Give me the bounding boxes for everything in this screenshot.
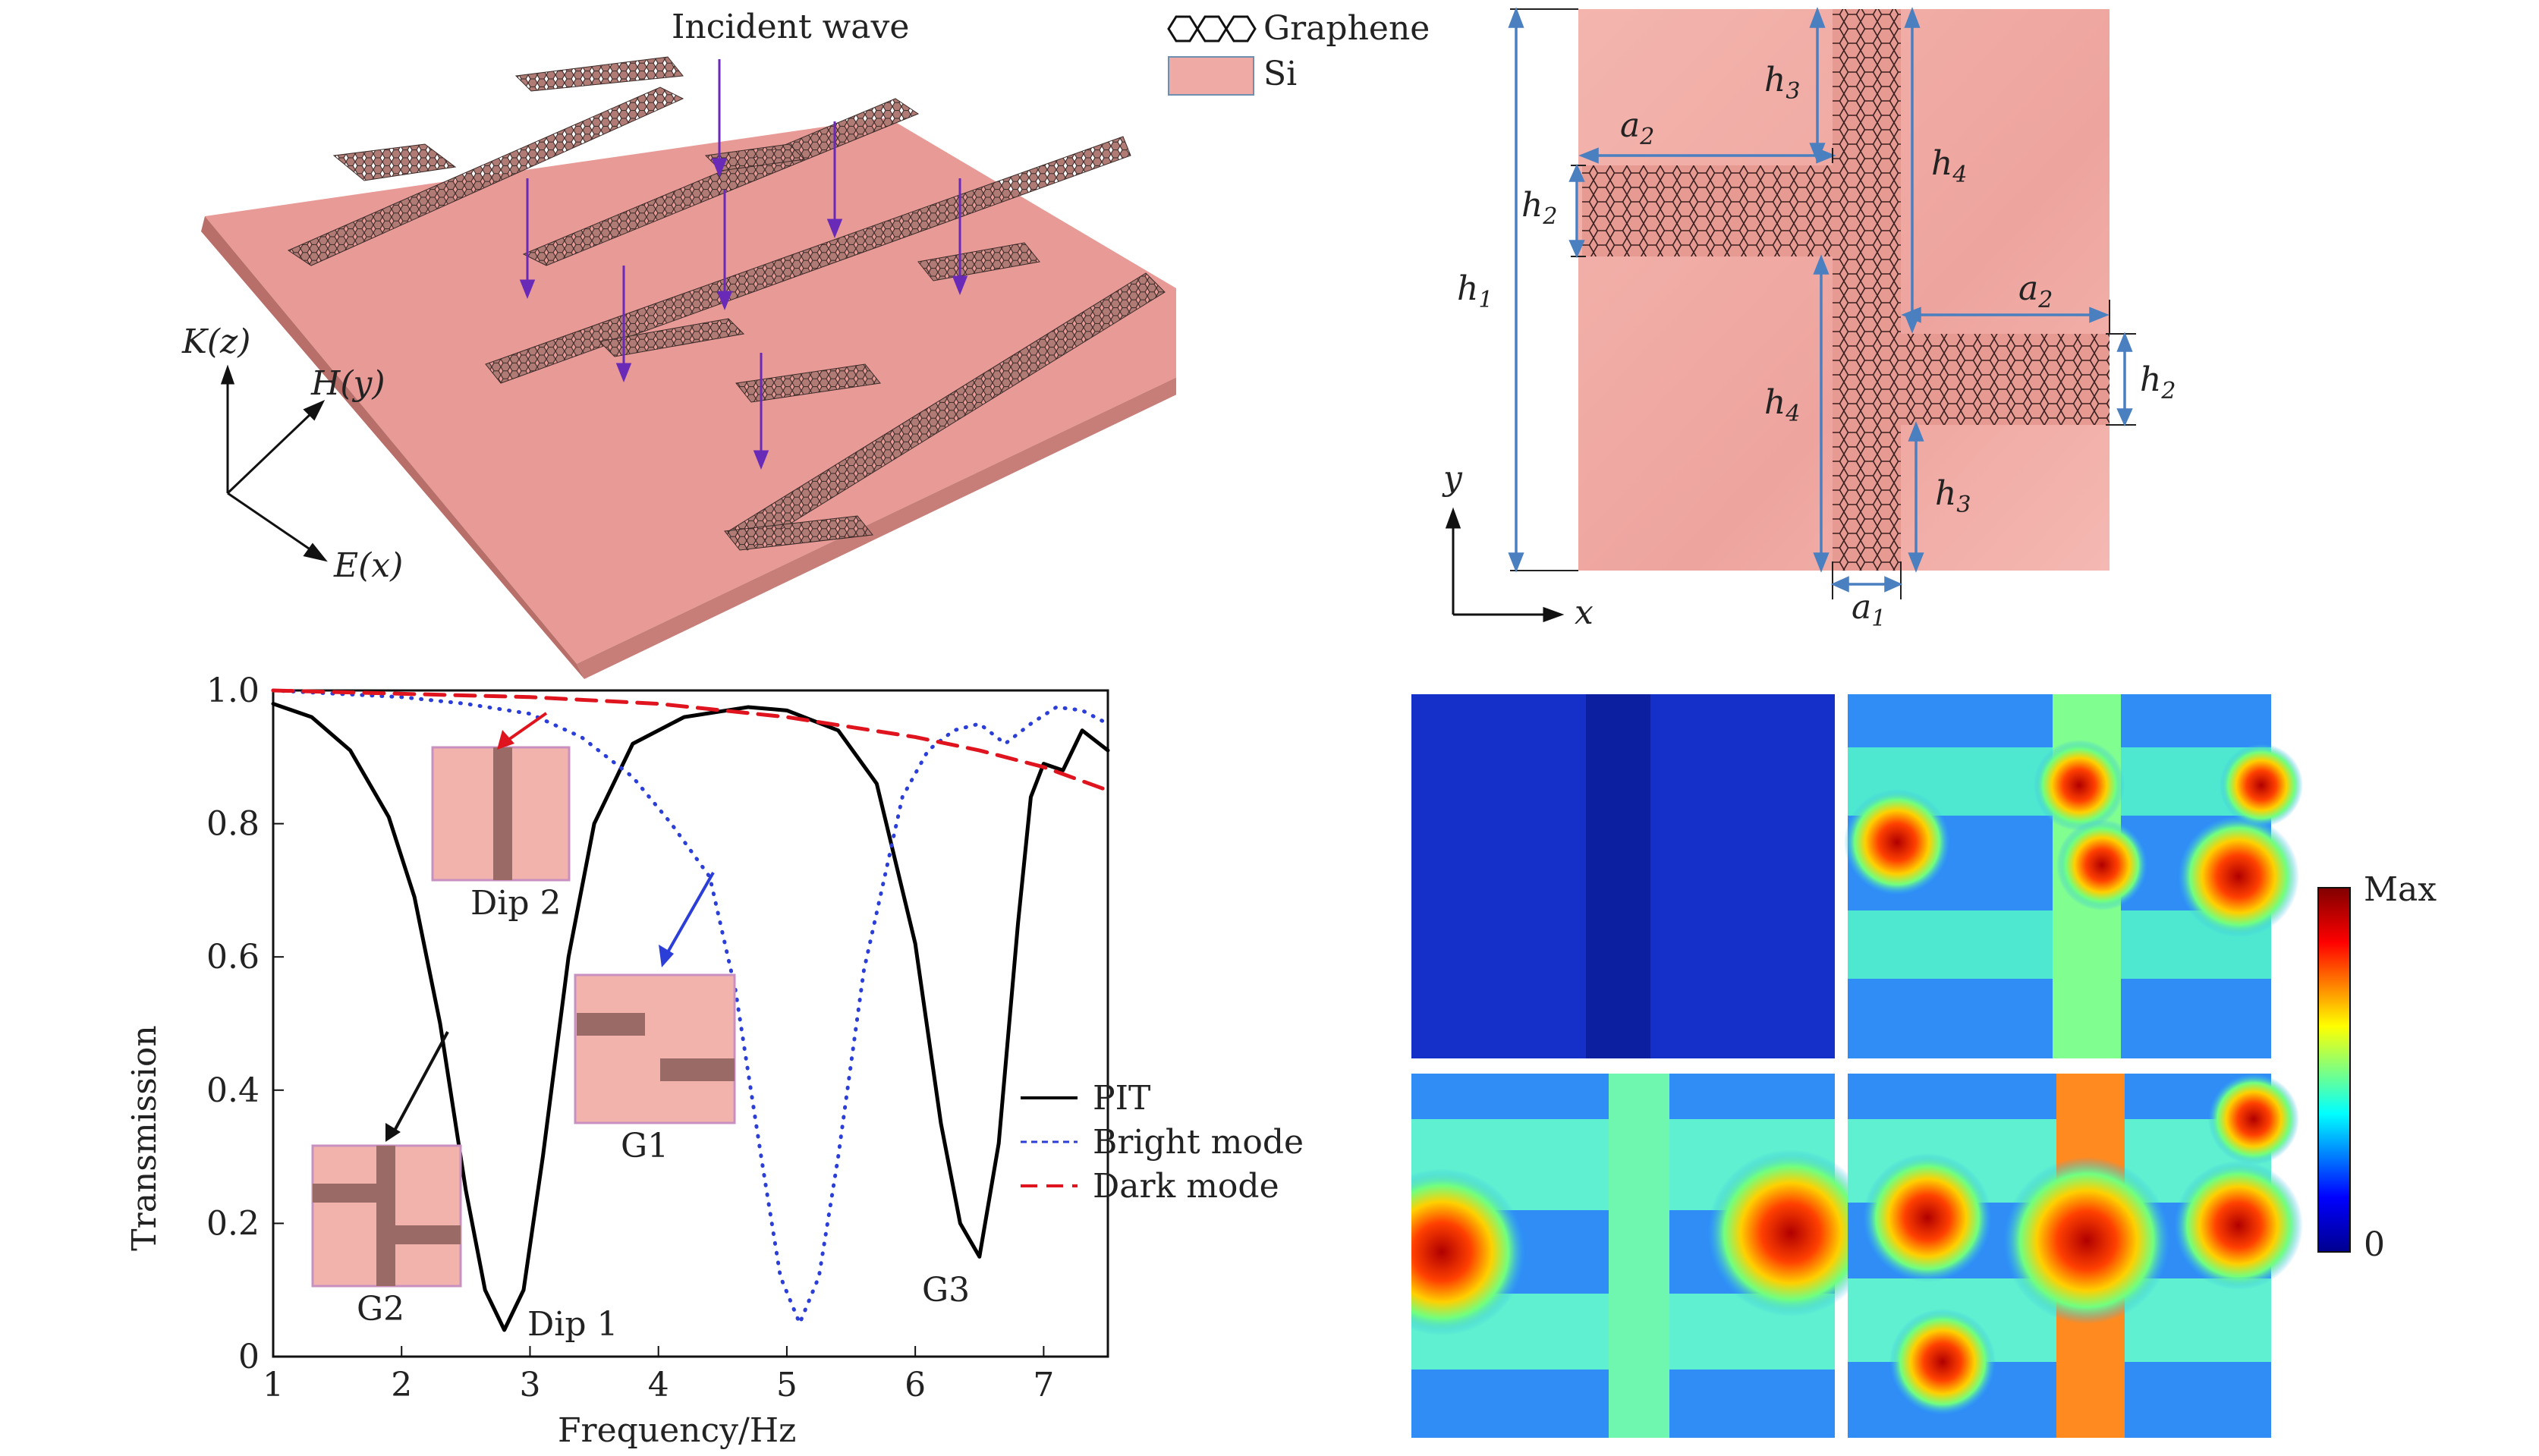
field-map-4 (1848, 1074, 2303, 1438)
panel-unit-cell: h1 h2 a2 h3 h4 a2 h2 h4 h3 a1 y x (1427, 0, 2246, 653)
inset-g3-label: G2 (357, 1290, 404, 1329)
panel-3d-structure: Incident wave K(z) H(y) E(x) (0, 0, 1176, 683)
series-line-dark-mode (271, 688, 1110, 793)
a1-label: a1 (1852, 588, 1886, 632)
x-tick-label: 2 (391, 1366, 412, 1404)
dip1-label: Dip 1 (527, 1305, 618, 1344)
y-tick-label: 0.2 (206, 1204, 260, 1243)
field-map-2 (1844, 694, 2303, 1058)
y-tick-label: 0.6 (206, 938, 260, 976)
h2-right-label: h2 (2140, 360, 2176, 404)
dimension-lines (1508, 7, 2136, 599)
axis-h-label: H(y) (310, 364, 385, 403)
graphene-legend-icon (1167, 15, 1257, 42)
legend-dark: Dark mode (1093, 1167, 1279, 1206)
panel-field-maps: Max 0 (1411, 694, 2437, 1445)
colorbar (2317, 887, 2351, 1253)
material-legend: Graphene Si (1153, 0, 1457, 106)
incident-wave-arrows (519, 59, 968, 470)
y-tick-label: 0 (238, 1338, 260, 1376)
incident-wave-label: Incident wave (672, 8, 909, 46)
axis-k-label: K(z) (181, 322, 250, 361)
series-line-bright-mode (271, 688, 1110, 1325)
series-line-pit (271, 702, 1110, 1332)
si-legend-swatch (1168, 56, 1254, 96)
si-legend-label: Si (1263, 55, 1297, 93)
graphene-patterns (287, 56, 1166, 551)
axis-e-label: E(x) (333, 546, 403, 585)
h2-left-label: h2 (1521, 186, 1557, 230)
a2-top-label: a2 (1620, 106, 1654, 150)
y-tick-label: 1.0 (206, 671, 260, 710)
graphene-cross (1582, 9, 2110, 571)
x-tick-label: 1 (263, 1366, 284, 1404)
si-substrate-slab (201, 118, 1176, 679)
y-axis-letter: y (1442, 459, 1463, 498)
annotation-arrows (385, 712, 715, 1142)
a2-right-label: a2 (2018, 269, 2053, 313)
field-map-3 (1411, 1074, 1874, 1438)
x-tick-label: 3 (519, 1366, 540, 1404)
dip2-label: G3 (922, 1271, 970, 1310)
inset-g2 (574, 973, 736, 1124)
legend-pit: PIT (1093, 1079, 1150, 1118)
x-tick-label: 5 (776, 1366, 798, 1404)
axis-ticks: 1 2 3 4 5 6 7 0 0.2 0.4 0.6 0.8 1.0 (206, 671, 1054, 1404)
inset-g1-label: Dip 2 (470, 884, 562, 923)
inset-g1 (431, 746, 571, 882)
x-axis-letter: x (1575, 593, 1594, 632)
inset-g2-label: G1 (621, 1127, 669, 1165)
h3-top-label: h3 (1764, 61, 1800, 105)
h4-right-label: h4 (1931, 144, 1967, 188)
chart-lines (271, 688, 1110, 1332)
x-tick-label: 6 (905, 1366, 926, 1404)
colorbar-max-label: Max (2364, 870, 2437, 909)
h4-left-label: h4 (1764, 383, 1800, 427)
y-axis-title: Transmission (125, 1025, 164, 1250)
h1-label: h1 (1457, 269, 1493, 313)
xy-axes (1445, 507, 1565, 623)
panel-transmission-chart: 1 2 3 4 5 6 7 0 0.2 0.4 0.6 0.8 1.0 Dip 2 G1 G2 Dip … (114, 668, 1366, 1456)
legend-bright: Bright mode (1093, 1123, 1304, 1162)
graphene-legend-label: Graphene (1263, 9, 1430, 48)
x-axis-title: Frequency/Hz (558, 1411, 796, 1450)
coordinate-axes-3d (220, 364, 328, 562)
y-tick-label: 0.8 (206, 805, 260, 844)
colorbar-min-label: 0 (2364, 1225, 2385, 1264)
y-tick-label: 0.4 (206, 1071, 260, 1110)
field-map-1 (1411, 694, 1835, 1058)
x-tick-label: 7 (1033, 1366, 1054, 1404)
chart-legend: PIT Bright mode Dark mode (1021, 1079, 1304, 1206)
inset-g3 (311, 1144, 462, 1288)
h3-lower-label: h3 (1935, 474, 1971, 518)
x-tick-label: 4 (648, 1366, 669, 1404)
